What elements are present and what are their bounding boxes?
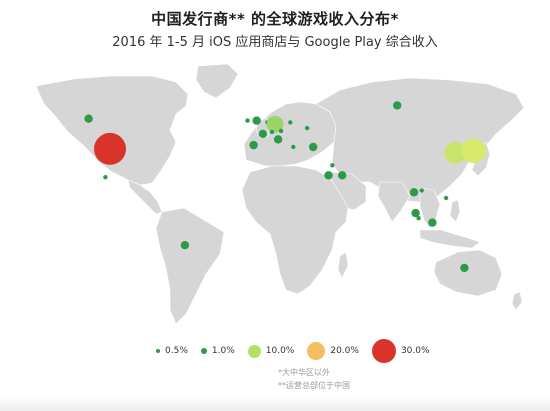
africa-land [241,165,349,295]
marker-italy [273,135,283,144]
marker-thailand [409,188,419,197]
legend-item: 30.0% [371,339,430,363]
marker-uae [338,171,347,180]
marker-ireland [245,118,250,123]
marker-greece [291,144,296,150]
marker-kuwait [330,163,335,168]
marker-canada-west [84,114,93,123]
footnote-publisher: **运营总部位于中国 [278,381,350,390]
legend-item: 0.5% [156,346,188,356]
footnotes: *大中华区以外 **运营总部位于中国 [278,366,350,392]
marker-united-kingdom [252,116,261,125]
marker-australia [460,263,469,273]
legend-label: 0.5% [165,346,188,356]
landmass [35,63,525,325]
marker-russia [393,101,402,110]
legend-item: 10.0% [247,344,295,358]
legend-item: 1.0% [200,346,235,356]
india-land [377,181,411,223]
legend-label: 10.0% [265,346,295,356]
marker-france [258,129,267,138]
legend-swatch [371,339,396,363]
new-zealand-land [511,291,523,311]
legend-swatch [156,349,160,353]
marker-vietnam [419,188,424,193]
legend: 0.5% 1.0% 10.0% 20.0% 30.0% [156,338,443,364]
marker-switzerland [269,129,275,135]
legend-label: 1.0% [211,346,235,356]
bottom-fade [0,396,550,411]
legend-label: 20.0% [330,346,359,356]
legend-swatch [307,342,326,360]
madagascar-land [337,251,349,279]
marker-saudi-arabia [324,171,333,180]
revenue-markers [84,101,486,273]
australia-land [433,249,503,297]
marker-singapore [416,216,421,221]
south-america-land [155,207,225,325]
legend-item: 20.0% [307,342,359,360]
philippines-land [449,199,461,223]
legend-label: 30.0% [400,346,430,356]
marker-austria [278,128,284,134]
marker-japan [461,138,486,163]
marker-united-states [94,132,126,165]
page-title: 中国发行商** 的全球游戏收入分布* [151,10,399,28]
world-map [35,63,525,325]
marker-ukraine [304,125,310,131]
marker-mexico [103,175,108,180]
legend-swatch [247,344,261,358]
north-america-land [35,75,189,186]
marker-south-korea [444,141,467,164]
marker-germany [266,115,284,133]
page-subtitle: 2016 年 1-5 月 iOS 应用商店与 Google Play 综合收入 [112,35,438,50]
marker-poland [288,120,293,125]
marker-malaysia [411,208,420,218]
legend-swatch [200,348,207,354]
footnote-region: *大中华区以外 [278,368,330,377]
marker-philippines [443,195,449,201]
marker-indonesia [428,218,437,227]
marker-spain [249,140,258,150]
marker-brazil [180,241,190,250]
greenland-land [195,63,239,99]
indonesia-land [419,229,481,249]
central-america-land [127,179,163,215]
marker-turkey [309,142,318,152]
